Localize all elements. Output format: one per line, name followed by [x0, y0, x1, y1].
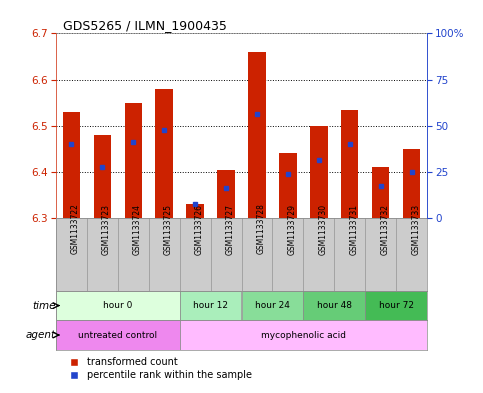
Text: GSM1133722: GSM1133722: [71, 204, 80, 254]
Text: GSM1133732: GSM1133732: [381, 204, 390, 255]
Text: GSM1133724: GSM1133724: [133, 204, 142, 255]
Bar: [217, 170, 235, 218]
Bar: [149, 218, 180, 291]
Bar: [94, 135, 111, 218]
Bar: [56, 218, 86, 291]
Bar: [403, 149, 421, 218]
Text: time: time: [32, 301, 56, 310]
Bar: [180, 218, 211, 291]
Bar: [311, 126, 327, 218]
Bar: [180, 320, 427, 350]
Text: hour 24: hour 24: [255, 301, 290, 310]
Bar: [372, 167, 389, 218]
Legend: transformed count, percentile rank within the sample: transformed count, percentile rank withi…: [60, 354, 256, 384]
Text: GDS5265 / ILMN_1900435: GDS5265 / ILMN_1900435: [63, 19, 227, 32]
Text: GSM1133730: GSM1133730: [319, 204, 328, 255]
Text: hour 72: hour 72: [379, 301, 414, 310]
Text: GSM1133733: GSM1133733: [412, 204, 421, 255]
Bar: [242, 218, 272, 291]
Bar: [86, 218, 117, 291]
Bar: [341, 110, 358, 218]
Bar: [303, 218, 334, 291]
Bar: [366, 291, 427, 320]
Bar: [211, 218, 242, 291]
Text: GSM1133727: GSM1133727: [226, 204, 235, 255]
Bar: [56, 320, 180, 350]
Bar: [156, 89, 172, 218]
Text: GSM1133728: GSM1133728: [257, 204, 266, 254]
Bar: [248, 52, 266, 218]
Text: hour 12: hour 12: [193, 301, 228, 310]
Bar: [62, 112, 80, 218]
Bar: [242, 291, 303, 320]
Text: hour 48: hour 48: [317, 301, 352, 310]
Text: GSM1133723: GSM1133723: [102, 204, 111, 255]
Bar: [180, 291, 242, 320]
Bar: [280, 153, 297, 218]
Text: GSM1133729: GSM1133729: [288, 204, 297, 255]
Text: hour 0: hour 0: [103, 301, 132, 310]
Bar: [186, 204, 203, 218]
Text: untreated control: untreated control: [78, 331, 157, 340]
Text: GSM1133731: GSM1133731: [350, 204, 359, 255]
Text: mycophenolic acid: mycophenolic acid: [261, 331, 346, 340]
Bar: [56, 291, 180, 320]
Bar: [272, 218, 303, 291]
Bar: [397, 218, 427, 291]
Bar: [303, 291, 366, 320]
Bar: [125, 103, 142, 218]
Text: GSM1133725: GSM1133725: [164, 204, 173, 255]
Bar: [334, 218, 366, 291]
Text: agent: agent: [26, 330, 56, 340]
Bar: [366, 218, 397, 291]
Text: GSM1133726: GSM1133726: [195, 204, 204, 255]
Bar: [117, 218, 149, 291]
